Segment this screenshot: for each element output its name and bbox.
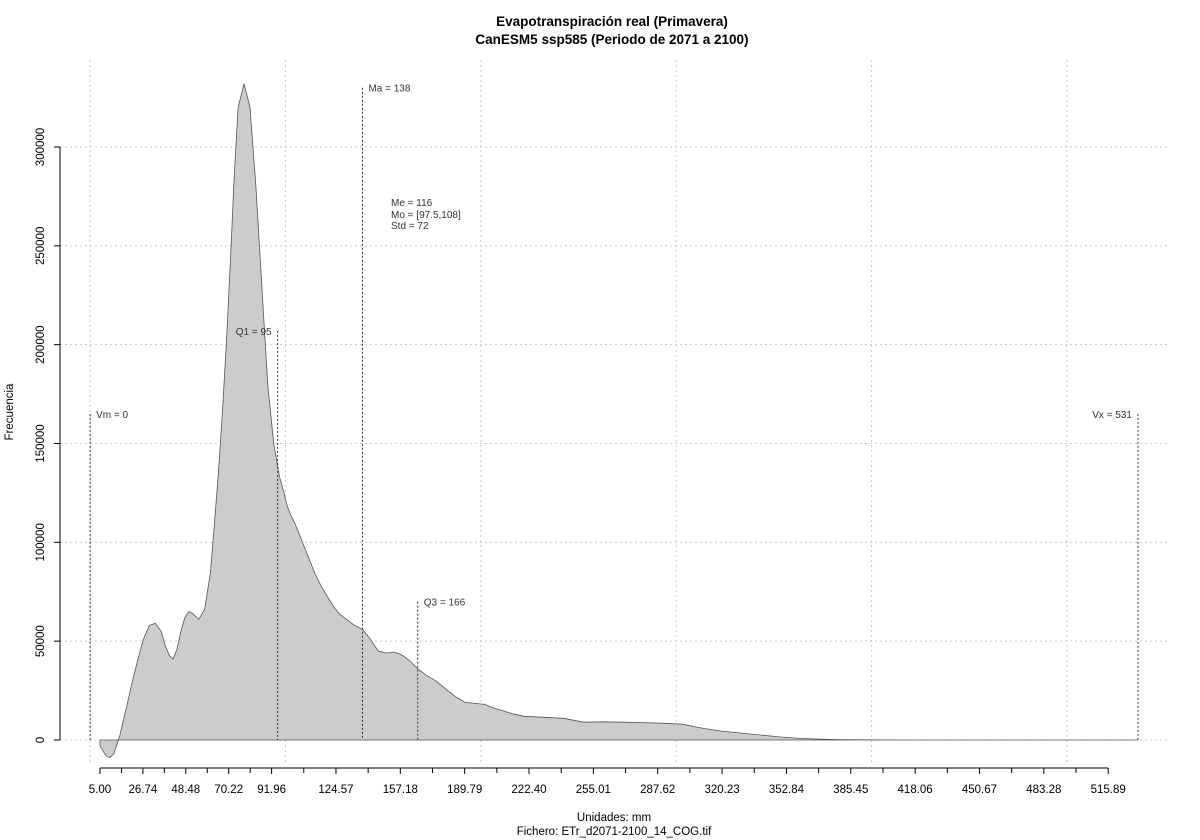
- x-tick-label-1: 26.74: [129, 784, 158, 796]
- marker-label-1: Q1 = 95: [236, 327, 272, 338]
- x-tick-label-17: 515.89: [1091, 784, 1126, 796]
- x-tick-label-2: 48.48: [171, 784, 200, 796]
- stats-me: Me = 116: [391, 198, 433, 209]
- x-tick-label-13: 385.45: [833, 784, 868, 796]
- y-tick-label-0: 0: [35, 737, 47, 743]
- x-tick-label-10: 287.62: [640, 784, 675, 796]
- y-axis-label: Frecuencia: [4, 383, 16, 440]
- x-tick-label-16: 483.28: [1026, 784, 1061, 796]
- x-tick-label-7: 189.79: [447, 784, 482, 796]
- stats-std: Std = 72: [391, 221, 429, 232]
- marker-label-3: Q3 = 166: [424, 598, 466, 609]
- x-tick-label-9: 255.01: [576, 784, 611, 796]
- marker-label-4: Vx = 531: [1092, 410, 1132, 421]
- x-tick-label-6: 157.18: [383, 784, 418, 796]
- x-tick-label-3: 70.22: [214, 784, 243, 796]
- x-tick-label-5: 124.57: [318, 784, 353, 796]
- marker-label-0: Vm = 0: [96, 410, 128, 421]
- x-tick-label-15: 450.67: [962, 784, 997, 796]
- y-tick-label-3: 150000: [35, 424, 47, 462]
- y-tick-label-1: 50000: [35, 625, 47, 657]
- chart-title: Evapotranspiración real (Primavera): [496, 14, 728, 29]
- marker-label-2: Ma = 138: [368, 84, 410, 95]
- file-footer: Fichero: ETr_d2071-2100_14_COG.tif: [517, 826, 712, 838]
- chart-subtitle: CanESM5 ssp585 (Periodo de 2071 a 2100): [475, 32, 748, 47]
- x-axis-label: Unidades: mm: [577, 812, 651, 824]
- y-tick-label-2: 100000: [35, 523, 47, 561]
- x-tick-label-14: 418.06: [898, 784, 933, 796]
- stat-markers: Vm = 0 Q1 = 95 Ma = 138 Q3 = 166 Vx = 531: [89, 84, 1139, 740]
- x-tick-label-11: 320.23: [704, 784, 739, 796]
- density-area-path: [99, 83, 1138, 759]
- y-tick-label-6: 300000: [35, 128, 47, 166]
- density-area: [99, 83, 1138, 759]
- x-tick-label-0: 5.00: [89, 784, 111, 796]
- axes: 0 50000 100000 150000 200000 250000 300000 5.00…: [35, 128, 1126, 796]
- stats-mo: Mo = [97.5,108]: [391, 210, 461, 221]
- x-tick-label-4: 91.96: [257, 784, 286, 796]
- x-tick-label-12: 352.84: [769, 784, 805, 796]
- y-tick-label-5: 250000: [35, 227, 47, 265]
- y-tick-label-4: 200000: [35, 325, 47, 363]
- x-tick-label-8: 222.40: [511, 784, 546, 796]
